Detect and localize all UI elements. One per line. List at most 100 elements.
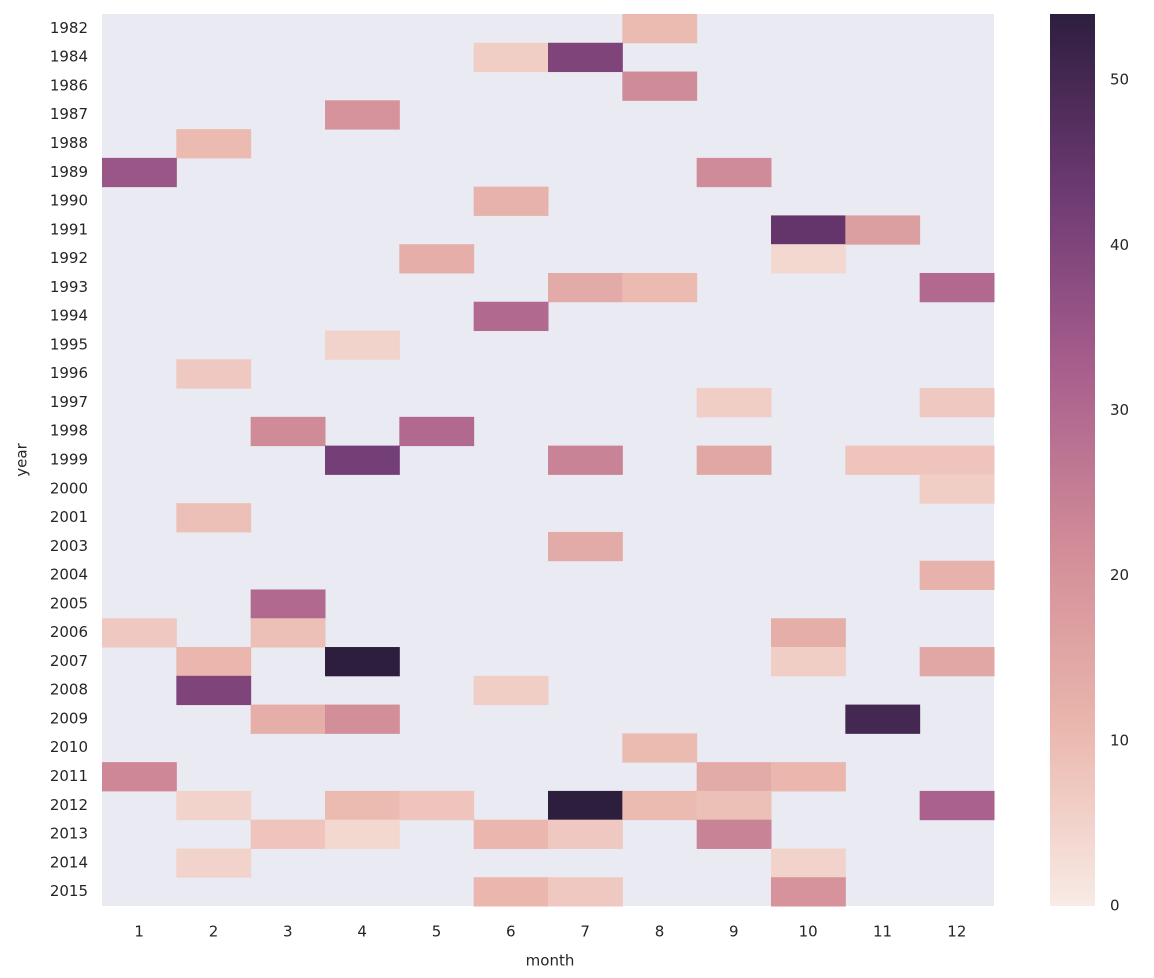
- colorbar: [1050, 14, 1095, 906]
- y-tick-label: 1999: [50, 451, 88, 469]
- heatmap-cell: [548, 445, 623, 475]
- heatmap-cell: [771, 244, 846, 274]
- y-tick-label: 2003: [50, 537, 88, 555]
- y-tick-label: 2011: [50, 767, 88, 785]
- x-tick-label: 1: [134, 923, 144, 941]
- colorbar-tick-label: 20: [1110, 566, 1129, 584]
- heatmap-cell: [548, 877, 623, 907]
- heatmap-cell: [473, 42, 549, 73]
- x-tick-label: 10: [799, 923, 818, 941]
- heatmap-cell: [473, 675, 549, 706]
- heatmap-cell: [622, 71, 698, 101]
- heatmap-cell: [325, 647, 400, 677]
- y-tick-label: 2001: [50, 508, 88, 526]
- heatmap-cell: [325, 330, 400, 360]
- heatmap-cell: [399, 244, 475, 274]
- heatmap-cell: [919, 272, 995, 303]
- heatmap-cell: [622, 272, 698, 303]
- x-tick-label: 8: [655, 923, 665, 941]
- heatmap-cell: [696, 819, 772, 849]
- y-tick-label: 1997: [50, 393, 88, 411]
- heatmap-cell: [771, 762, 846, 792]
- y-tick-label: 1990: [50, 192, 88, 210]
- y-tick-label: 2010: [50, 738, 88, 756]
- heatmap-cell: [473, 877, 549, 907]
- heatmap-cell: [548, 790, 623, 821]
- y-tick-label: 2008: [50, 681, 88, 699]
- colorbar-tick-label: 30: [1110, 401, 1129, 419]
- heatmap-cell: [102, 618, 177, 648]
- heatmap-cell: [771, 647, 846, 677]
- x-tick-label: 5: [432, 923, 442, 941]
- heatmap-cell: [399, 790, 475, 821]
- heatmap-cell: [250, 589, 326, 619]
- heatmap-cell: [919, 388, 995, 418]
- y-tick-label: 1988: [50, 134, 88, 152]
- heatmap-cell: [176, 647, 252, 677]
- heatmap-cell: [622, 733, 698, 763]
- heatmap-cell: [919, 790, 995, 821]
- colorbar-tick-label: 0: [1110, 897, 1120, 915]
- heatmap-cell: [696, 445, 772, 475]
- x-tick-label: 6: [506, 923, 516, 941]
- heatmap-cell: [176, 790, 252, 821]
- heatmap-cell: [102, 762, 177, 792]
- y-tick-label: 1984: [50, 48, 88, 66]
- y-tick-label: 1989: [50, 163, 88, 181]
- heatmap-cell: [473, 186, 549, 216]
- heatmap-cell: [325, 704, 400, 734]
- heatmap-cell: [771, 215, 846, 245]
- heatmap-cell: [176, 129, 252, 159]
- heatmap-cell: [176, 675, 252, 706]
- heatmap-cell: [548, 531, 623, 562]
- y-tick-label: 1987: [50, 105, 88, 123]
- colorbar-tick-label: 40: [1110, 236, 1129, 254]
- y-tick-label: 2009: [50, 709, 88, 727]
- heatmap-cell: [548, 272, 623, 303]
- y-tick-label: 2015: [50, 882, 88, 900]
- y-tick-label: 1996: [50, 364, 88, 382]
- x-tick-label: 12: [947, 923, 966, 941]
- y-tick-label: 2000: [50, 479, 88, 497]
- heatmap-cell: [399, 416, 475, 447]
- x-tick-label: 3: [283, 923, 293, 941]
- heatmap-cell: [325, 819, 400, 849]
- heatmap-cell: [473, 301, 549, 332]
- y-tick-label: 1998: [50, 422, 88, 440]
- heatmap-cell: [771, 618, 846, 648]
- heatmap-cell: [548, 819, 623, 849]
- y-tick-label: 1993: [50, 278, 88, 296]
- x-tick-label: 9: [729, 923, 739, 941]
- colorbar-tick-label: 50: [1110, 71, 1129, 89]
- heatmap-cell: [696, 388, 772, 418]
- heatmap-cell: [919, 445, 995, 475]
- heatmap-cell: [622, 790, 698, 821]
- y-tick-label: 2014: [50, 853, 88, 871]
- heatmap-cell: [250, 704, 326, 734]
- heatmap-cell: [250, 618, 326, 648]
- x-tick-label: 4: [357, 923, 367, 941]
- heatmap-cell: [771, 877, 846, 907]
- heatmap-cell: [473, 819, 549, 849]
- heatmap-cell: [622, 14, 698, 44]
- y-axis-label: year: [13, 442, 31, 476]
- heatmap-cell: [845, 445, 921, 475]
- y-tick-label: 1986: [50, 76, 88, 94]
- x-tick-label: 2: [209, 923, 219, 941]
- heatmap-cell: [696, 790, 772, 821]
- y-tick-label: 2007: [50, 652, 88, 670]
- y-tick-label: 1995: [50, 335, 88, 353]
- heatmap-cell: [325, 100, 400, 130]
- heatmap-cell: [250, 416, 326, 447]
- heatmap-cell: [696, 157, 772, 188]
- colorbar-tick-label: 10: [1110, 731, 1129, 749]
- y-tick-label: 2005: [50, 594, 88, 612]
- y-tick-label: 2013: [50, 825, 88, 843]
- x-tick-label: 7: [580, 923, 590, 941]
- y-tick-label: 1982: [50, 19, 88, 37]
- y-tick-label: 2012: [50, 796, 88, 814]
- heatmap-cell: [548, 42, 623, 73]
- heatmap-cell: [102, 157, 177, 188]
- heatmap-cell: [325, 445, 400, 475]
